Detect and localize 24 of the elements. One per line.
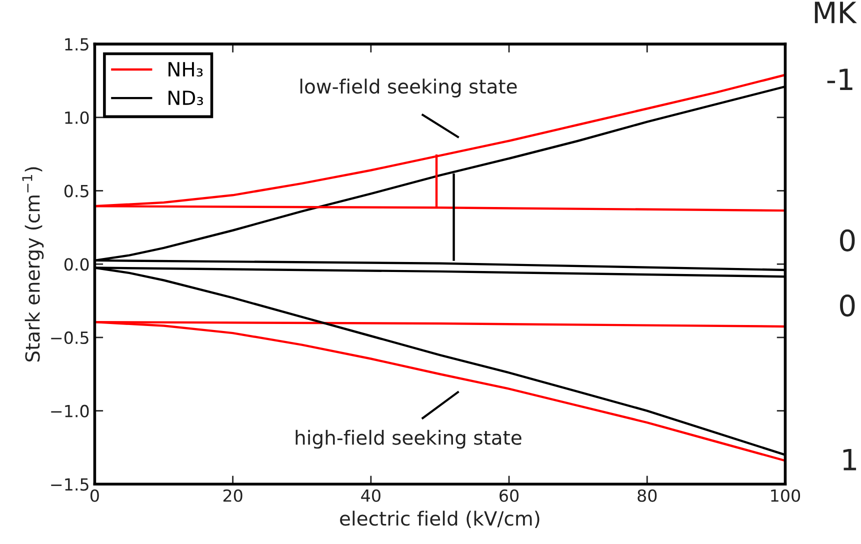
y-tick-label: −1.0: [51, 404, 89, 418]
y-tick-label: 0.5: [64, 184, 88, 198]
text: 0: [840, 229, 855, 252]
text: 0: [840, 294, 855, 317]
y-axis-title: Stark energy (cm$^{−1}$): [22, 167, 44, 362]
annotation: high-field seeking state: [296, 430, 522, 449]
text: 1: [843, 448, 856, 470]
x-axis-title: electric field (kV/cm): [340, 510, 540, 528]
annotation: low-field seeking state: [300, 78, 517, 98]
x-tick-label: 0: [90, 489, 99, 502]
x-tick-label: 80: [638, 489, 657, 502]
x-tick-label: 60: [500, 489, 519, 502]
legend-label: NH₃: [168, 62, 203, 77]
y-tick-label: −0.5: [51, 331, 88, 344]
text: MK: [814, 2, 857, 24]
y-tick-label: 1.5: [65, 38, 88, 51]
y-tick-label: 1.0: [65, 111, 89, 124]
x-tick-label: 40: [361, 489, 380, 502]
legend-label: ND₃: [168, 90, 203, 106]
x-tick-label: 20: [223, 489, 242, 502]
y-tick-label: −1.5: [51, 478, 88, 491]
text: -1: [827, 68, 852, 90]
x-tick-label: 100: [771, 489, 800, 502]
y-tick-label: 0.0: [64, 258, 89, 271]
